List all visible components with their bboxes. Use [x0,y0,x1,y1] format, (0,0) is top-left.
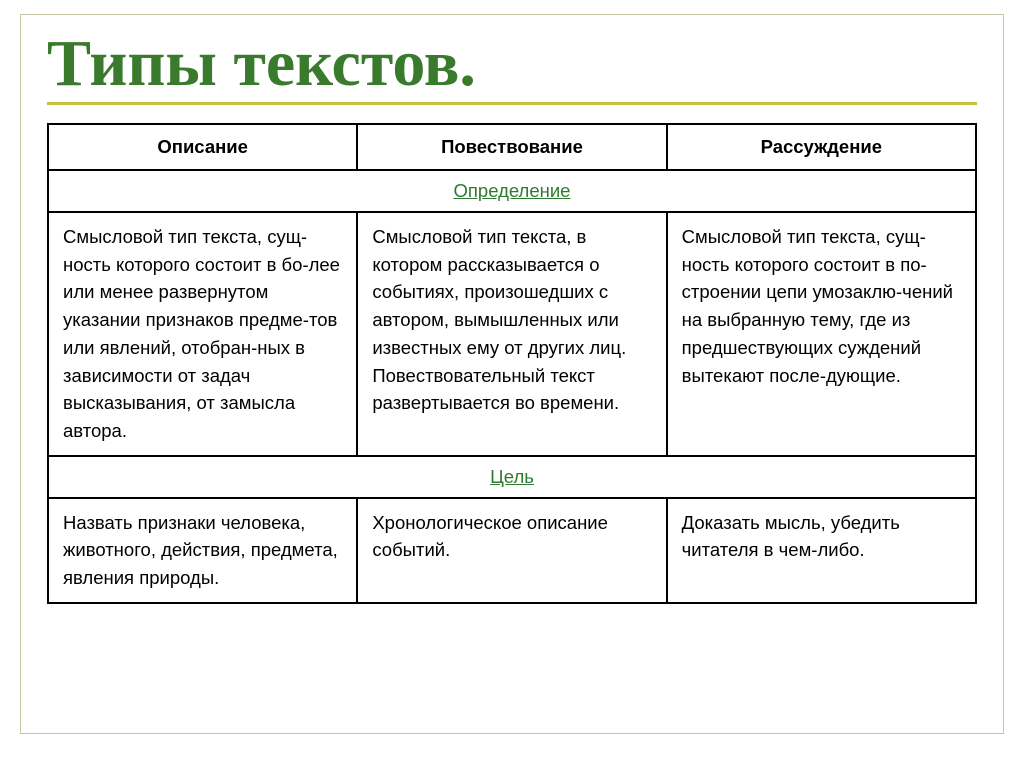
cell: Смысловой тип текста, сущ-ность которого… [48,212,357,456]
section-row: Цель [48,456,976,498]
col-header: Повествование [357,124,666,170]
section-label: Определение [48,170,976,212]
table-header-row: Описание Повествование Рассуждение [48,124,976,170]
col-header: Рассуждение [667,124,976,170]
table-row: Назвать признаки человека, животного, де… [48,498,976,603]
table-row: Смысловой тип текста, сущ-ность которого… [48,212,976,456]
corner-decoration [982,14,1004,36]
section-row: Определение [48,170,976,212]
corner-decoration [20,712,42,734]
cell: Хронологическое описание событий. [357,498,666,603]
cell: Смысловой тип текста, сущ-ность которого… [667,212,976,456]
cell: Смысловой тип текста, в котором рассказы… [357,212,666,456]
cell: Доказать мысль, убедить читателя в чем-л… [667,498,976,603]
cell: Назвать признаки человека, животного, де… [48,498,357,603]
types-table: Описание Повествование Рассуждение Опред… [47,123,977,604]
slide-frame: Типы текстов. Описание Повествование Рас… [20,14,1004,734]
col-header: Описание [48,124,357,170]
corner-decoration [982,712,1004,734]
title-underline [47,102,977,105]
section-label: Цель [48,456,976,498]
corner-decoration [20,14,42,36]
page-title: Типы текстов. [47,29,977,98]
